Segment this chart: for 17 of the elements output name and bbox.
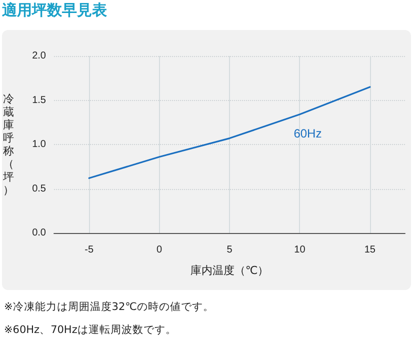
y-axis-title: 冷蔵庫呼称（坪） [2,92,14,196]
chart-title: 適用坪数早見表 [2,1,107,20]
y-tick-label: 0.5 [32,183,46,194]
x-tick-label: 10 [294,244,306,256]
x-tick-label: 15 [364,244,376,256]
text: ※60Hz、70Hzは運転周波数です。 [4,323,176,337]
y-tick-label: 2.0 [32,50,46,62]
x-tick-label: 0 [156,244,163,256]
y-tick-label: 1.5 [32,94,46,106]
x-tick-label: 5 [226,244,233,256]
line-series [88,86,371,179]
series-label: 60Hz [294,126,322,140]
y-tick-label: 0.0 [32,228,46,238]
x-tick-label: -5 [84,244,94,256]
y-tick-label: 1.0 [32,139,46,150]
text: ※冷凍能力は周囲温度32℃の時の値です。 [4,300,214,314]
x-axis-title: 庫内温度（℃） [190,264,269,277]
